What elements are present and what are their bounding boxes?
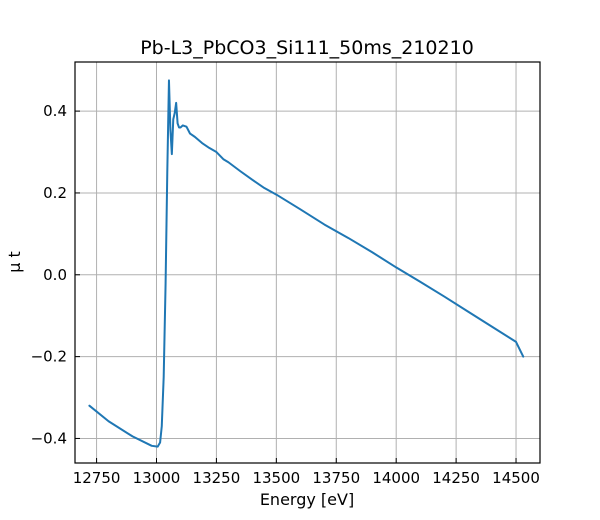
tick-layer: 12750 13000 13250 13500 13750 14000 14250 14500… [31,102,540,487]
x-tick-label: 14000 [372,469,420,487]
x-tick-label: 13000 [133,469,181,487]
series-line [88,79,525,448]
x-tick-label: 13250 [193,469,241,487]
y-tick-label: −0.4 [31,429,67,447]
y-tick-label: −0.2 [31,348,67,366]
x-tick-label: 13500 [252,469,300,487]
x-tick-label: 14250 [432,469,480,487]
x-axis-label: Energy [eV] [260,490,354,509]
chart-title: Pb-L3_PbCO3_Si111_50ms_210210 [140,37,474,59]
grid-layer [75,62,540,463]
plot-frame [74,61,541,464]
series-layer [88,79,525,448]
y-axis-label: μ t [5,251,24,273]
y-tick-label: 0.0 [43,266,67,284]
x-tick-label: 14500 [492,469,540,487]
x-tick-label: 12750 [73,469,121,487]
y-tick-label: 0.4 [43,102,67,120]
y-tick-label: 0.2 [43,184,67,202]
x-tick-label: 13750 [312,469,360,487]
